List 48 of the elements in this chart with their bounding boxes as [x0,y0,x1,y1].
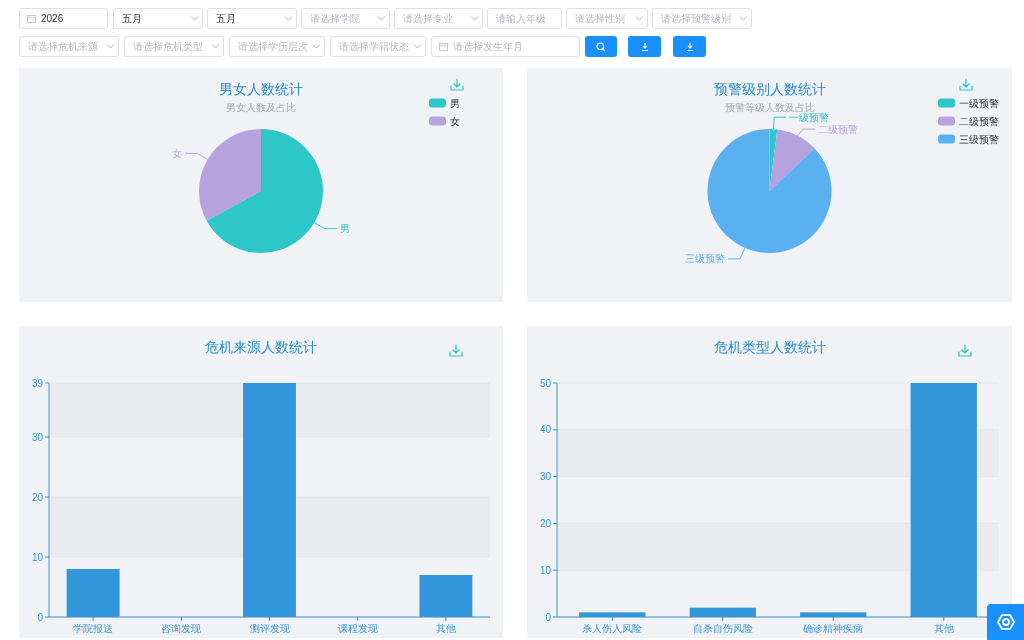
text: 请选择学院 [310,12,360,26]
slice-label: 三级预警 [685,253,726,265]
legend-label: 三级预警 [959,133,999,145]
x-tick-label: 课程发现 [337,623,378,634]
chart-title: 男女人数统计 [219,81,303,97]
text: 请选择专业 [403,12,453,26]
text: 请选择学籍状态 [339,40,409,54]
chart-subtitle: 男女人数及占比 [226,102,296,113]
y-tick-label: 0 [37,611,44,623]
legend-label: 女 [450,115,460,127]
text: 请选择危机来源 [28,40,98,54]
y-tick-label: 40 [539,424,552,436]
chart-title: 危机来源人数统计 [205,339,317,355]
legend-label: 男 [450,97,460,109]
y-tick-label: 30 [539,471,552,483]
slice-label: 女 [172,147,183,159]
y-tick-label: 20 [31,491,44,503]
text: 请输入年级 [496,12,546,26]
text: 请选择发生年月 [453,40,523,54]
x-tick-label: 学院报送 [73,623,114,634]
text: 2026 [41,12,64,26]
legend-label: 一级预警 [959,97,999,109]
text: 请选择学历层次 [238,40,308,54]
y-tick-label: 20 [539,517,552,529]
y-tick-label: 50 [539,377,552,389]
slice-label: 一级预警 [789,111,830,123]
legend-label: 二级预警 [959,115,999,127]
x-tick-label: 其他 [435,623,456,634]
x-tick-label: 其他 [933,623,954,634]
y-tick-label: 10 [31,551,44,563]
text: 请选择性别 [575,12,625,26]
text: 请选择危机类型 [133,40,203,54]
chart-title: 危机类型人数统计 [713,339,826,355]
y-tick-label: 0 [545,611,552,623]
x-tick-label: 杀人伤人风险 [582,623,643,634]
x-tick-label: 自杀自伤风险 [692,623,753,634]
slice-label: 男 [339,223,350,235]
chart-subtitle: 预警等级人数及占比 [724,102,815,113]
x-tick-label: 咨询发现 [161,623,202,634]
chart-title: 预警级别人数统计 [713,81,826,97]
x-tick-label: 测评发现 [249,623,290,634]
text: 五月 [122,12,142,26]
y-tick-label: 39 [31,377,44,389]
y-tick-label: 10 [539,564,552,576]
text: 请选择预警级别 [661,12,731,26]
x-tick-label: 确诊精神疾病 [802,623,864,634]
y-tick-label: 30 [31,431,44,443]
text: 五月 [216,12,236,26]
